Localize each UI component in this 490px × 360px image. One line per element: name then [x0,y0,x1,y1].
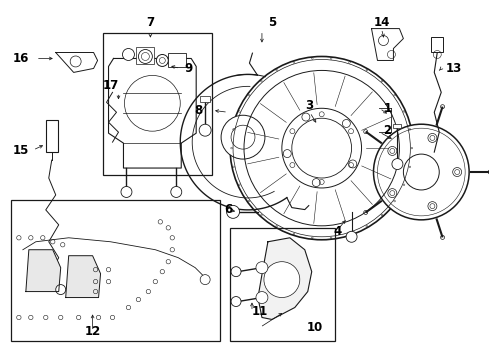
Bar [46,120,58,152]
Circle shape [453,167,462,176]
Bar [200,96,210,102]
Polygon shape [66,256,100,298]
Text: 2: 2 [383,124,392,137]
Text: 12: 12 [84,325,101,338]
Circle shape [200,275,210,285]
Circle shape [230,57,414,240]
Circle shape [428,134,437,143]
Circle shape [388,189,397,198]
Circle shape [226,206,240,219]
Circle shape [373,124,469,220]
Circle shape [156,54,168,67]
Circle shape [392,159,403,170]
Circle shape [121,186,132,197]
Circle shape [256,262,268,274]
Circle shape [231,267,241,276]
Text: 10: 10 [307,321,323,334]
Text: 15: 15 [13,144,29,157]
Text: 1: 1 [383,102,392,115]
Text: 4: 4 [334,225,342,238]
Bar [136,46,154,64]
Circle shape [221,115,265,159]
Circle shape [378,36,389,45]
Bar [230,228,335,341]
Circle shape [199,124,211,136]
Bar [11,200,220,341]
Bar [102,32,212,175]
Text: 5: 5 [268,16,276,29]
Polygon shape [371,28,403,60]
Text: 16: 16 [13,52,29,65]
Circle shape [428,202,437,211]
Text: 3: 3 [306,99,314,112]
Circle shape [138,50,152,63]
Circle shape [122,49,134,60]
Circle shape [171,186,182,197]
Circle shape [264,262,300,298]
Circle shape [231,297,241,306]
Text: 7: 7 [147,16,154,29]
Circle shape [282,108,362,188]
Text: 14: 14 [373,16,390,29]
Polygon shape [56,53,98,72]
Text: 8: 8 [194,104,202,117]
Text: 9: 9 [184,62,193,75]
Polygon shape [26,250,61,292]
Circle shape [388,147,397,156]
Text: 11: 11 [252,305,268,318]
Polygon shape [258,238,312,319]
Circle shape [256,292,268,303]
Text: 13: 13 [446,62,462,75]
Text: 17: 17 [102,79,119,92]
Bar [168,54,186,67]
Text: 6: 6 [224,203,232,216]
Circle shape [56,285,66,294]
Bar [393,124,401,128]
Polygon shape [108,58,196,168]
Circle shape [346,231,357,242]
Bar [431,37,443,53]
